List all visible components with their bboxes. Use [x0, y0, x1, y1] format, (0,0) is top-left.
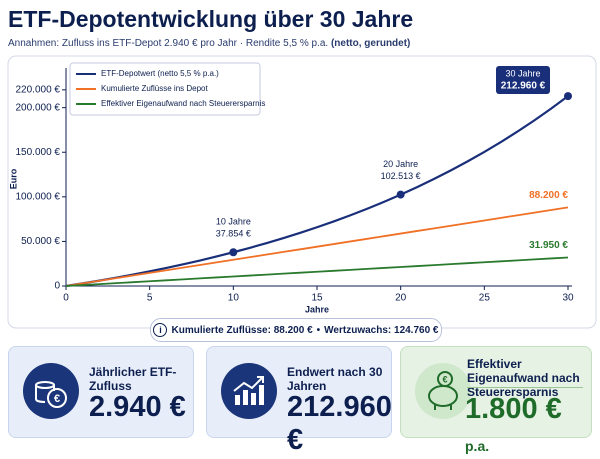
icon-svg: € — [428, 371, 458, 410]
series-line — [65, 95, 569, 288]
y-axis-title: Euro — [8, 168, 18, 189]
card-rule — [467, 387, 583, 388]
title: ETF-Depotentwicklung über 30 Jahre — [8, 6, 414, 32]
x-tick-label: 5 — [147, 293, 153, 304]
annotation-box — [496, 66, 550, 94]
card-value: 212.960 € — [287, 391, 392, 456]
summary-text: Wertzuwachs: 124.760 € — [324, 324, 439, 336]
annotation-label: 30 Jahre — [505, 68, 540, 78]
x-axis-title: Jahre — [305, 304, 329, 314]
subtitle-note: (netto, gerundet) — [330, 38, 411, 49]
annotation-marker — [229, 248, 238, 257]
end-label: 31.950 € — [529, 240, 568, 251]
y-tick-label: 200.000 € — [16, 102, 61, 113]
piggy-icon: € — [415, 363, 471, 419]
x-tick-label: 25 — [479, 293, 491, 304]
annotation-label: 20 Jahre — [383, 159, 418, 169]
svg-text:€: € — [54, 393, 60, 405]
subtitle-text: Annahmen: Zufluss ins ETF-Depot 2.940 € … — [8, 38, 329, 49]
annotation-marker — [396, 190, 405, 199]
info-icon: i — [153, 323, 168, 337]
legend-box — [69, 62, 261, 116]
subtitle: Annahmen: Zufluss ins ETF-Depot 2.940 € … — [8, 38, 410, 49]
x-tick-label: 0 — [63, 293, 69, 304]
y-tick-label: 100.000 € — [16, 191, 61, 202]
x-tick-label: 10 — [228, 293, 240, 304]
card-unit: p.a. — [465, 438, 490, 454]
card-value: 1.800 € p.a. — [465, 393, 591, 459]
end-label: 88.200 € — [529, 190, 568, 201]
card-value-number: 1.800 € — [465, 393, 562, 425]
y-tick-label: 50.000 € — [21, 236, 60, 247]
card: Endwert nach 30 Jahren 212.960 € — [206, 346, 392, 456]
legend-label: ETF-Depotwert (netto 5,5 % p.a.) — [101, 69, 219, 78]
svg-text:€: € — [442, 374, 447, 384]
chart: 0 50.000 € 100.000 € 150.000 € 200.000 € 220.… — [7, 55, 597, 329]
annotation-value: 37.854 € — [216, 229, 251, 239]
card-value: 2.940 € — [89, 391, 186, 423]
x-tick-label: 15 — [311, 293, 323, 304]
card-title: Effektiver Eigenaufwand nach Steuererspa… — [467, 357, 580, 399]
annotation-label: 10 Jahre — [216, 217, 251, 227]
y-tick-label: 220.000 € — [16, 84, 61, 95]
legend-label: Kumulierte Zuflüsse ins Depot — [101, 84, 208, 93]
card-title: Jährlicher ETF-Zufluss — [89, 365, 177, 393]
card-title: Endwert nach 30 Jahren — [287, 365, 383, 393]
annotation-value: 212.960 € — [501, 81, 546, 92]
annotation-marker — [564, 92, 572, 101]
legend: ETF-Depotwert (netto 5,5 % p.a.) Kumulier… — [69, 62, 265, 116]
annotation-value: 102.513 € — [381, 171, 421, 181]
y-tick-label: 0 — [54, 281, 60, 292]
x-tick-label: 20 — [395, 293, 407, 304]
card: € Effektiver Eigenaufwand nach Steuerers… — [400, 346, 592, 454]
card: € Jährlicher ETF-Zufluss 2.940 € — [8, 346, 194, 438]
chart-icon — [221, 363, 277, 419]
summary-pill: i Kumulierte Zuflüsse: 88.200 € • Wertzu… — [150, 318, 442, 342]
legend-label: Effektiver Eigenaufwand nach Steuererspa… — [101, 99, 265, 108]
coin-icon: € — [23, 363, 79, 419]
icon-svg: € — [35, 381, 67, 408]
icon-svg — [233, 376, 264, 405]
y-tick-label: 150.000 € — [16, 147, 61, 158]
separator: • — [316, 324, 321, 336]
series-line — [65, 206, 569, 287]
x-tick-label: 30 — [562, 293, 574, 304]
summary-text: Kumulierte Zuflüsse: 88.200 € — [171, 324, 313, 336]
series-line — [65, 256, 569, 287]
